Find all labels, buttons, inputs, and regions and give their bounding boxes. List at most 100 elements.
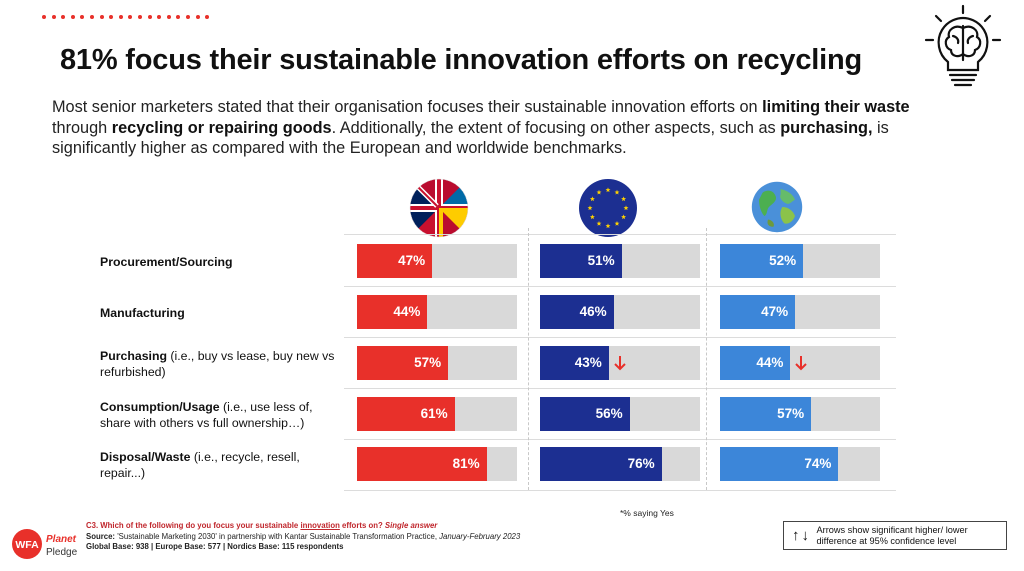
chart-note: *% saying Yes	[620, 508, 674, 518]
row-divider	[344, 490, 896, 491]
row-divider	[344, 439, 896, 440]
bar-value-label: 44%	[393, 304, 421, 319]
bar-europe: 56%	[540, 397, 630, 431]
lightbulb-brain-icon	[924, 4, 1002, 87]
bar-track: 44%	[357, 295, 517, 329]
bar-track: 81%	[357, 447, 517, 481]
bar-europe: 51%	[540, 244, 622, 278]
row-divider	[344, 234, 896, 235]
bar-value-label: 43%	[574, 355, 602, 370]
bar-track: 74%	[720, 447, 880, 481]
eu-flag-icon	[579, 179, 637, 237]
bar-value-label: 81%	[452, 456, 480, 471]
bar-track: 43%	[540, 346, 700, 380]
question-text: C3. Which of the following do you focus …	[86, 521, 438, 530]
bar-track: 52%	[720, 244, 880, 278]
source-text: Source: 'Sustainable Marketing 2030' in …	[86, 531, 521, 541]
bar-value-label: 57%	[777, 406, 805, 421]
globe-icon	[751, 181, 803, 233]
up-down-arrows-icon: ↑↓	[792, 527, 811, 544]
row-label-sub: (i.e., use less of, share with others vs…	[100, 400, 313, 430]
bar-value-label: 61%	[420, 406, 448, 421]
bar-value-label: 56%	[595, 406, 623, 421]
column-divider	[706, 228, 707, 490]
intro-text: . Additionally, the extent of focusing o…	[331, 118, 781, 137]
arrow-down-icon	[795, 356, 808, 371]
intro-text: Most senior marketers stated that their …	[52, 98, 763, 116]
decorative-dots	[42, 15, 210, 19]
bar-global: 44%	[720, 346, 791, 380]
bar-track: 57%	[720, 397, 880, 431]
bar-europe: 43%	[540, 346, 609, 380]
bar-track: 57%	[357, 346, 517, 380]
bar-track: 47%	[357, 244, 517, 278]
row-label-manufacturing: Manufacturing	[100, 305, 346, 321]
eu-star-icon	[596, 189, 602, 195]
arrow-down-icon	[614, 356, 626, 371]
row-label-procurement: Procurement/Sourcing	[100, 254, 346, 270]
bar-value-label: 47%	[398, 253, 426, 268]
eu-star-icon	[587, 205, 593, 211]
bar-nordics: 44%	[357, 295, 428, 329]
bar-value-label: 44%	[756, 355, 784, 370]
bar-nordics: 81%	[357, 447, 487, 481]
bar-track: 47%	[720, 295, 880, 329]
footer-notes: C3. Which of the following do you focus …	[86, 521, 520, 553]
intro-paragraph: Most senior marketers stated that their …	[52, 97, 932, 159]
bar-value-label: 52%	[769, 253, 797, 268]
intro-emphasis: limiting their waste	[762, 98, 910, 116]
bar-value-label: 46%	[579, 304, 607, 319]
bar-track: 44%	[720, 346, 880, 380]
row-label-main: Consumption/Usage	[100, 400, 220, 414]
eu-star-icon	[605, 223, 611, 229]
bar-europe: 46%	[540, 295, 614, 329]
row-divider	[344, 388, 896, 389]
row-label-sub: (i.e., buy vs lease, buy new vs refurbis…	[100, 349, 335, 379]
bar-global: 74%	[720, 447, 839, 481]
intro-emphasis: purchasing,	[780, 118, 873, 137]
bar-global: 57%	[720, 397, 812, 431]
bar-track: 61%	[357, 397, 517, 431]
bar-europe: 76%	[540, 447, 662, 481]
bar-track: 56%	[540, 397, 700, 431]
bar-track: 51%	[540, 244, 700, 278]
row-label-purchasing: Purchasing (i.e., buy vs lease, buy new …	[100, 348, 346, 380]
eu-star-icon	[589, 196, 595, 202]
base-text: Global Base: 938 | Europe Base: 577 | No…	[86, 542, 344, 552]
bar-value-label: 76%	[627, 456, 655, 471]
row-label-sub: (i.e., recycle, resell, repair...)	[100, 450, 300, 480]
bar-nordics: 61%	[357, 397, 455, 431]
eu-star-icon	[596, 220, 602, 226]
column-divider	[528, 228, 529, 490]
row-label-main: Disposal/Waste	[100, 450, 191, 464]
bar-global: 52%	[720, 244, 804, 278]
significance-legend: ↑↓ Arrows show significant higher/ lower…	[783, 521, 1007, 550]
eu-star-icon	[614, 189, 620, 195]
svg-text:Planet: Planet	[46, 534, 77, 545]
row-label-main: Purchasing	[100, 349, 167, 363]
bar-value-label: 47%	[761, 304, 789, 319]
row-label-consumption: Consumption/Usage (i.e., use less of, sh…	[100, 399, 346, 431]
eu-star-icon	[614, 220, 620, 226]
bar-value-label: 51%	[587, 253, 615, 268]
eu-star-icon	[605, 187, 611, 193]
bar-value-label: 57%	[414, 355, 442, 370]
intro-text: through	[52, 118, 112, 137]
eu-star-icon	[589, 214, 595, 220]
row-label-main: Manufacturing	[100, 306, 185, 320]
wfa-planet-pledge-logo: WFA Planet Pledge	[12, 529, 78, 559]
bar-track: 76%	[540, 447, 700, 481]
row-divider	[344, 337, 896, 338]
row-label-main: Procurement/Sourcing	[100, 255, 233, 269]
bar-nordics: 57%	[357, 346, 449, 380]
legend-text: Arrows show significant higher/ lower di…	[816, 524, 968, 546]
nordics-flags-icon	[409, 178, 469, 238]
bar-global: 47%	[720, 295, 796, 329]
page-title: 81% focus their sustainable innovation e…	[60, 44, 862, 76]
row-label-disposal: Disposal/Waste (i.e., recycle, resell, r…	[100, 449, 320, 481]
intro-emphasis: recycling or repairing goods	[111, 118, 332, 137]
svg-text:Pledge: Pledge	[46, 547, 78, 558]
bar-value-label: 74%	[804, 456, 832, 471]
bar-track: 46%	[540, 295, 700, 329]
row-divider	[344, 286, 896, 287]
